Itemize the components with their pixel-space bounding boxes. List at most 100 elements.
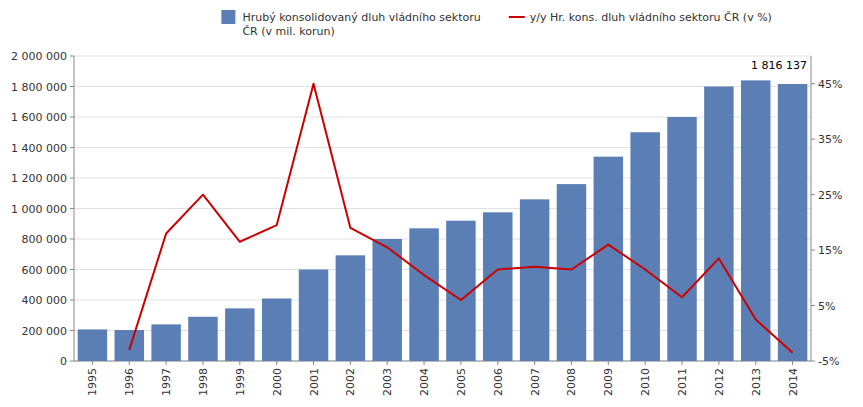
x-tick-label: 2001 — [308, 368, 321, 396]
x-tick-label: 2011 — [676, 368, 689, 396]
x-tick — [571, 361, 572, 365]
x-tick-label: 1999 — [234, 368, 247, 396]
grid-line — [74, 117, 811, 118]
y-tick-label: 400 000 — [22, 294, 68, 307]
x-tick — [608, 361, 609, 365]
legend-swatch — [509, 16, 525, 18]
x-axis-line — [74, 361, 811, 362]
bar — [667, 117, 696, 361]
bar — [188, 317, 217, 361]
grid-line — [74, 239, 811, 240]
x-tick — [239, 361, 240, 365]
grid-line — [74, 330, 811, 331]
x-tick-label: 2005 — [455, 368, 468, 396]
x-tick-label: 2012 — [713, 368, 726, 396]
y2-tick — [811, 139, 815, 140]
y-tick — [70, 117, 74, 118]
grid-line — [74, 300, 811, 301]
y-tick-label: 600 000 — [22, 264, 68, 277]
bar — [262, 298, 291, 361]
y-tick-label: 0 — [60, 355, 67, 368]
bar — [151, 324, 180, 361]
y-tick-label: 800 000 — [22, 233, 68, 246]
x-tick-label: 2013 — [750, 368, 763, 396]
bar — [704, 87, 733, 362]
legend-label: y/y Hr. kons. dluh vládního sektoru ČR (… — [530, 11, 772, 24]
x-tick — [460, 361, 461, 365]
y2-tick — [811, 83, 815, 84]
y-tick — [70, 269, 74, 270]
y2-tick-label: 35% — [818, 133, 842, 146]
x-tick-label: 2003 — [381, 368, 394, 396]
x-tick — [645, 361, 646, 365]
y-tick-label: 1 800 000 — [11, 81, 67, 94]
annotation: 1 816 137 — [751, 59, 807, 72]
bar — [336, 255, 365, 361]
plot-area — [78, 80, 808, 361]
bar — [225, 308, 254, 361]
grid-line — [74, 361, 811, 362]
y2-axis-line — [811, 56, 812, 361]
bar — [78, 329, 107, 361]
x-tick-label: 2009 — [602, 368, 615, 396]
y-tick-label: 1 400 000 — [11, 142, 67, 155]
line — [129, 84, 792, 353]
y2-tick-label: -5% — [818, 355, 839, 368]
y-tick-label: 1 200 000 — [11, 172, 67, 185]
x-tick — [129, 361, 130, 365]
axes: 0200 000400 000600 000800 0001 000 0001 … — [11, 50, 842, 396]
x-tick — [534, 361, 535, 365]
y-tick — [70, 178, 74, 179]
x-tick-label: 2000 — [271, 368, 284, 396]
grid-line — [74, 269, 811, 270]
y-tick — [70, 300, 74, 301]
grid-line — [74, 56, 811, 57]
x-tick-label: 2010 — [639, 368, 652, 396]
bar — [557, 184, 586, 361]
x-tick — [313, 361, 314, 365]
x-tick — [682, 361, 683, 365]
x-tick — [202, 361, 203, 365]
bar — [372, 239, 401, 361]
x-tick — [755, 361, 756, 365]
x-tick-label: 2014 — [787, 368, 800, 396]
grid — [74, 56, 811, 361]
x-tick — [166, 361, 167, 365]
y2-tick — [811, 361, 815, 362]
grid-line — [74, 208, 811, 209]
x-tick-label: 2006 — [492, 368, 505, 396]
bar — [483, 212, 512, 361]
x-tick — [350, 361, 351, 365]
legend-swatch — [221, 10, 235, 24]
x-tick-label: 1996 — [123, 368, 136, 396]
y2-tick-label: 5% — [818, 300, 835, 313]
x-tick — [497, 361, 498, 365]
x-tick — [387, 361, 388, 365]
bar — [520, 199, 549, 361]
x-tick — [718, 361, 719, 365]
x-tick-label: 2004 — [418, 368, 431, 396]
legend-label: Hrubý konsolidovaný dluh vládního sektor… — [242, 11, 480, 38]
bar — [594, 157, 623, 361]
y-tick — [70, 208, 74, 209]
y-tick — [70, 330, 74, 331]
y2-tick — [811, 305, 815, 306]
x-tick-label: 2002 — [344, 368, 357, 396]
grid-line — [74, 178, 811, 179]
y2-tick-label: 45% — [818, 78, 842, 91]
y-tick — [70, 239, 74, 240]
bar — [630, 132, 659, 361]
x-tick — [92, 361, 93, 365]
y-tick — [70, 361, 74, 362]
legend: Hrubý konsolidovaný dluh vládního sektor… — [221, 10, 772, 38]
x-tick — [792, 361, 793, 365]
y-axis-line — [74, 56, 75, 361]
grid-line — [74, 86, 811, 87]
bar — [115, 330, 144, 361]
x-tick-label: 1997 — [160, 368, 173, 396]
x-tick-label: 1995 — [86, 368, 99, 396]
y-tick-label: 1 600 000 — [11, 111, 67, 124]
y2-tick-label: 15% — [818, 244, 842, 257]
y-tick-label: 2 000 000 — [11, 50, 67, 63]
chart: 0200 000400 000600 000800 0001 000 0001 … — [0, 0, 863, 407]
